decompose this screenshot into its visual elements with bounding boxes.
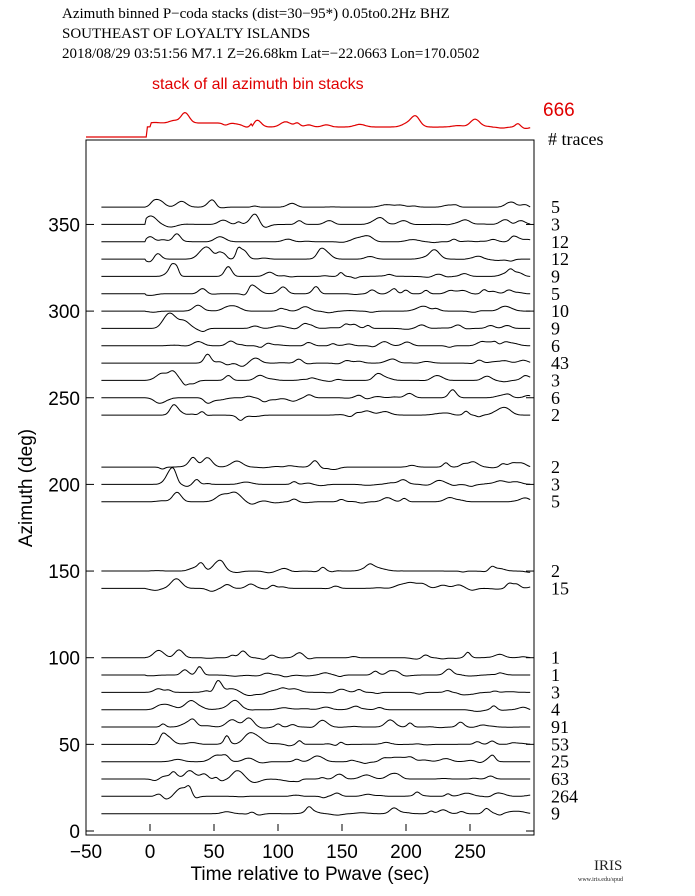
trace-count: 43: [551, 353, 569, 373]
x-tick-label: 100: [262, 842, 294, 863]
trace-count: 12: [551, 232, 569, 252]
azimuth-trace: [101, 559, 531, 574]
x-tick-label: 0: [145, 842, 156, 863]
trace-count: 9: [551, 318, 560, 338]
trace-count: 53: [551, 734, 569, 754]
y-tick-label: 350: [48, 215, 80, 236]
trace-count: 3: [551, 682, 560, 702]
trace-count: 3: [551, 214, 560, 234]
trace-count: 2: [551, 405, 560, 425]
azimuth-trace: [101, 246, 531, 263]
y-axis-label: Azimuth (deg): [16, 429, 37, 547]
x-axis-label: Time relative to Pwave (sec): [191, 864, 430, 885]
trace-count: 91: [551, 717, 569, 737]
x-tick-label: −50: [70, 842, 102, 863]
stack-label: stack of all azimuth bin stacks: [152, 76, 364, 93]
azimuth-trace: [101, 389, 531, 404]
trace-count: 25: [551, 752, 569, 772]
azimuth-trace: [101, 806, 531, 816]
azimuth-trace: [101, 456, 531, 470]
trace-count: 5: [551, 492, 560, 512]
azimuth-trace: [101, 770, 531, 784]
azimuth-trace: [101, 666, 531, 678]
azimuth-trace: [101, 312, 531, 333]
traces-label: # traces: [548, 129, 603, 149]
trace-count: 9: [551, 804, 560, 824]
y-tick-label: 300: [48, 302, 80, 323]
trace-count: 10: [551, 301, 569, 321]
azimuth-trace: [101, 732, 531, 747]
trace-count: 2: [551, 457, 560, 477]
header-line-3: 2018/08/29 03:51:56 M7.1 Z=26.68km Lat=−…: [62, 46, 480, 62]
trace-count: 5: [551, 284, 560, 304]
azimuth-trace: [101, 491, 531, 505]
stack-trace: [86, 111, 531, 138]
azimuth-trace: [101, 467, 531, 487]
trace-count: 6: [551, 336, 560, 356]
trace-count: 264: [551, 786, 578, 806]
trace-group: [101, 198, 531, 816]
y-tick-label: 0: [69, 822, 80, 843]
azimuth-trace: [101, 754, 531, 765]
plot-frame: [85, 139, 535, 836]
trace-count: 63: [551, 769, 569, 789]
y-tick-label: 150: [48, 562, 80, 583]
azimuth-trace: [101, 679, 531, 696]
iris-logo: IRIS www.iris.edu/spud: [578, 858, 623, 883]
azimuth-trace: [101, 304, 531, 314]
trace-count: 6: [551, 388, 560, 408]
trace-count: 1: [551, 665, 560, 685]
stack-total: 666: [543, 100, 575, 121]
azimuth-trace: [101, 784, 531, 800]
trace-count: 12: [551, 249, 569, 269]
iris-logo-url: www.iris.edu/spud: [578, 877, 623, 883]
header-line-2: SOUTHEAST OF LOYALTY ISLANDS: [62, 26, 310, 42]
trace-count: 5: [551, 197, 560, 217]
x-tick-label: 250: [454, 842, 486, 863]
x-tick-label: 200: [390, 842, 422, 863]
trace-count: 9: [551, 266, 560, 286]
trace-count: 3: [551, 474, 560, 494]
header-line-1: Azimuth binned P−coda stacks (dist=30−95…: [62, 6, 450, 22]
azimuth-trace: [101, 262, 531, 279]
azimuth-trace: [101, 370, 531, 386]
azimuth-trace: [101, 353, 531, 367]
x-tick-label: 50: [203, 842, 224, 863]
azimuth-trace: [101, 578, 531, 592]
y-tick-label: 200: [48, 475, 80, 496]
trace-count: 4: [551, 700, 560, 720]
azimuth-trace: [101, 198, 531, 209]
x-tick-label: 150: [326, 842, 358, 863]
azimuth-trace: [101, 284, 531, 296]
trace-count: 15: [551, 578, 569, 598]
azimuth-trace: [101, 649, 531, 660]
y-tick-label: 50: [59, 735, 80, 756]
azimuth-trace: [101, 233, 531, 244]
y-tick-label: 250: [48, 389, 80, 410]
y-tick-label: 100: [48, 649, 80, 670]
trace-count: 3: [551, 370, 560, 390]
iris-logo-text: IRIS: [594, 858, 622, 874]
azimuth-trace: [101, 340, 531, 348]
trace-count: 1: [551, 648, 560, 668]
azimuth-trace: [101, 404, 531, 421]
azimuth-trace: [101, 717, 531, 729]
azimuth-trace: [101, 699, 531, 712]
trace-count: 2: [551, 561, 560, 581]
azimuth-trace: [101, 213, 531, 228]
